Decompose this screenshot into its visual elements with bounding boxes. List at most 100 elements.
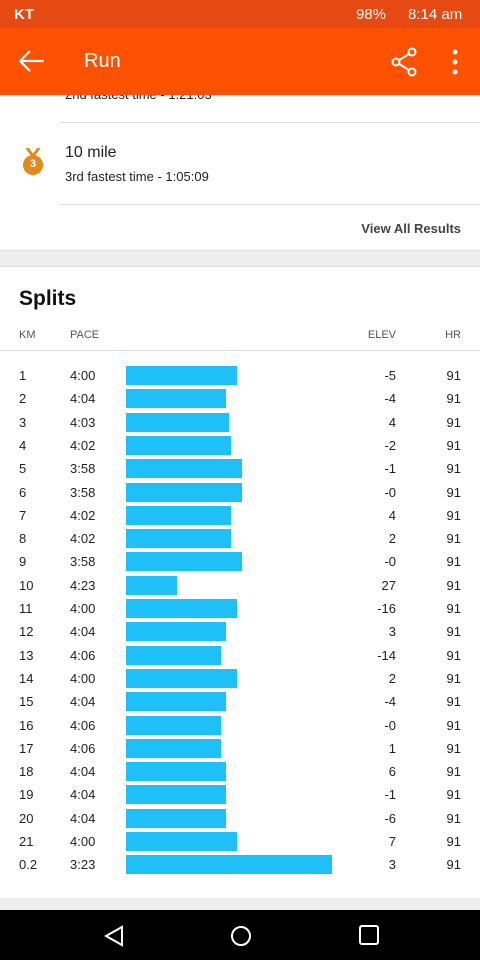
km: 19 bbox=[19, 787, 34, 803]
pace-bar bbox=[126, 482, 242, 502]
pace-bar bbox=[126, 855, 332, 875]
hr: 91 bbox=[446, 857, 461, 873]
hr: 91 bbox=[446, 577, 461, 593]
elev: -16 bbox=[377, 601, 396, 616]
medal-rank: 3 bbox=[29, 158, 37, 170]
km: 12 bbox=[19, 624, 34, 640]
achievement-text: 2nd fastest time - 1:21:03 bbox=[65, 95, 212, 102]
hr: 91 bbox=[446, 368, 461, 383]
carrier: KT bbox=[14, 6, 34, 23]
km: 7 bbox=[19, 507, 27, 523]
hr: 91 bbox=[446, 554, 461, 570]
battery: 98% bbox=[356, 6, 387, 23]
elev: -5 bbox=[384, 368, 396, 383]
elev: -1 bbox=[384, 461, 396, 477]
hr: 91 bbox=[446, 740, 461, 756]
nav-buttons[interactable] bbox=[100, 922, 390, 950]
km: 14 bbox=[19, 670, 34, 686]
elev: -2 bbox=[384, 437, 396, 453]
pace: 4:02 bbox=[70, 507, 96, 523]
hr: 91 bbox=[446, 670, 461, 686]
elev: -4 bbox=[384, 391, 396, 407]
view-all-link[interactable]: View All Results bbox=[361, 221, 461, 236]
km: 2 bbox=[19, 391, 27, 407]
pace-bar bbox=[126, 762, 227, 782]
divider bbox=[60, 122, 480, 123]
elev: -0 bbox=[384, 484, 396, 500]
hr: 91 bbox=[446, 624, 461, 640]
km: 5 bbox=[19, 461, 27, 477]
pace-bar bbox=[126, 668, 237, 688]
divider bbox=[0, 350, 480, 351]
hr: 91 bbox=[446, 507, 461, 523]
elev: 2 bbox=[388, 670, 396, 686]
pace-bar bbox=[126, 366, 237, 385]
pace: 4:23 bbox=[70, 577, 96, 593]
elev: 7 bbox=[388, 834, 396, 849]
elev: 4 bbox=[388, 507, 396, 523]
pace-bar bbox=[126, 808, 227, 828]
km: 13 bbox=[19, 647, 34, 663]
pace: 4:04 bbox=[70, 787, 96, 803]
header-elev: ELEV bbox=[367, 329, 396, 341]
elev: 6 bbox=[388, 764, 396, 780]
pace-bar bbox=[126, 459, 242, 479]
km: 15 bbox=[19, 694, 34, 710]
pace-bar bbox=[126, 738, 222, 758]
hr: 91 bbox=[446, 531, 461, 547]
pace-bar bbox=[126, 552, 242, 572]
status-bar bbox=[0, 0, 480, 28]
elev: -6 bbox=[384, 810, 396, 826]
elev: -0 bbox=[384, 717, 396, 733]
nav-bar bbox=[0, 910, 480, 960]
pace: 4:06 bbox=[70, 740, 96, 756]
pace: 3:58 bbox=[70, 554, 96, 570]
pace-bar bbox=[126, 645, 222, 665]
pace: 4:06 bbox=[70, 717, 96, 733]
elev: -14 bbox=[377, 647, 396, 663]
elev: 27 bbox=[381, 577, 396, 593]
hr: 91 bbox=[446, 764, 461, 780]
pace: 4:02 bbox=[70, 531, 96, 547]
pace-bar bbox=[126, 785, 227, 805]
pace: 4:04 bbox=[70, 810, 96, 826]
header-hr: HR bbox=[445, 329, 461, 341]
pace: 4:06 bbox=[70, 647, 96, 663]
share-button[interactable] bbox=[390, 47, 420, 77]
pace-bar bbox=[126, 599, 237, 618]
pace-bar bbox=[126, 715, 222, 735]
km: 3 bbox=[19, 414, 27, 430]
header-pace: PACE bbox=[70, 329, 100, 341]
hr: 91 bbox=[446, 461, 461, 477]
km: 1 bbox=[19, 368, 27, 383]
km: 21 bbox=[19, 834, 34, 849]
elev: 1 bbox=[388, 740, 396, 756]
pace: 4:00 bbox=[70, 601, 96, 616]
back-button[interactable] bbox=[16, 46, 48, 76]
pace: 4:04 bbox=[70, 624, 96, 640]
elev: 3 bbox=[388, 857, 396, 873]
menu-button[interactable] bbox=[448, 47, 462, 77]
section-gap bbox=[0, 250, 480, 267]
pace: 4:00 bbox=[70, 834, 96, 849]
hr: 91 bbox=[446, 717, 461, 733]
pace: 4:00 bbox=[70, 368, 96, 383]
km: 16 bbox=[19, 717, 34, 733]
pace: 4:03 bbox=[70, 414, 96, 430]
km: 10 bbox=[19, 577, 34, 593]
hr: 91 bbox=[446, 810, 461, 826]
pace: 3:58 bbox=[70, 461, 96, 477]
pace-bar bbox=[126, 529, 232, 549]
header-km: KM bbox=[19, 329, 36, 341]
clock: 8:14 am bbox=[408, 6, 463, 23]
divider bbox=[60, 204, 480, 205]
hr: 91 bbox=[446, 414, 461, 430]
pace: 4:02 bbox=[70, 437, 96, 453]
km: 8 bbox=[19, 531, 27, 547]
elev: -1 bbox=[384, 787, 396, 803]
elev: 3 bbox=[388, 624, 396, 640]
pace-bar bbox=[126, 435, 232, 455]
hr: 91 bbox=[446, 484, 461, 500]
elev: -0 bbox=[384, 554, 396, 570]
